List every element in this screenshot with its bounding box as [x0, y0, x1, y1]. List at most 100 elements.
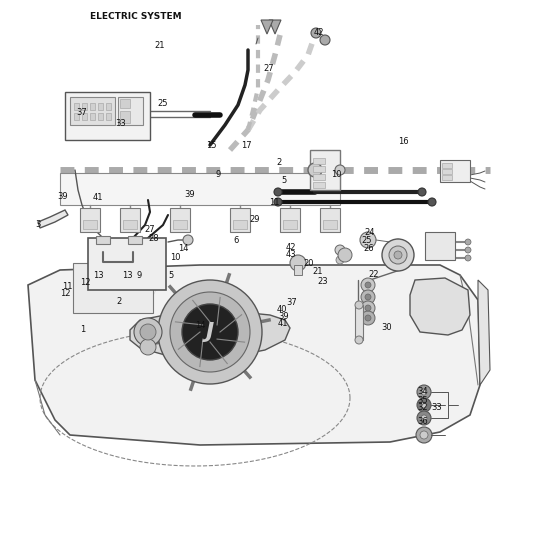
Bar — [60, 173, 340, 205]
Text: 21: 21 — [155, 41, 165, 50]
Bar — [313, 158, 325, 164]
Text: 33: 33 — [431, 403, 442, 412]
Bar — [233, 220, 247, 229]
Circle shape — [183, 235, 193, 245]
Circle shape — [320, 35, 330, 45]
Bar — [442, 169, 452, 174]
Bar — [65, 92, 150, 140]
Circle shape — [365, 315, 371, 321]
Bar — [442, 163, 452, 168]
Bar — [98, 113, 103, 120]
Circle shape — [274, 198, 282, 206]
Circle shape — [360, 232, 376, 248]
Text: 11: 11 — [62, 282, 72, 291]
Text: 13: 13 — [123, 271, 133, 280]
Bar — [355, 305, 363, 340]
Circle shape — [428, 198, 436, 206]
Text: 40: 40 — [277, 305, 287, 314]
Polygon shape — [410, 278, 470, 335]
Text: 35: 35 — [417, 396, 427, 405]
Circle shape — [361, 301, 375, 315]
Bar — [425, 232, 455, 260]
Bar — [90, 113, 95, 120]
Bar — [120, 111, 130, 123]
Text: 27: 27 — [145, 225, 155, 234]
Text: 37: 37 — [286, 298, 297, 307]
Text: 33: 33 — [115, 119, 126, 128]
Bar — [294, 265, 302, 275]
Circle shape — [416, 427, 432, 443]
Circle shape — [355, 336, 363, 344]
Text: 23: 23 — [318, 277, 328, 286]
Text: 1: 1 — [80, 325, 86, 334]
Bar — [82, 113, 87, 120]
Circle shape — [140, 324, 156, 340]
Bar — [280, 208, 300, 232]
Circle shape — [170, 292, 250, 372]
Circle shape — [361, 311, 375, 325]
Text: 34: 34 — [417, 388, 427, 396]
Text: ELECTRIC SYSTEM: ELECTRIC SYSTEM — [90, 12, 181, 21]
Circle shape — [365, 305, 371, 311]
Text: 10: 10 — [331, 170, 341, 179]
Bar — [80, 208, 100, 232]
Polygon shape — [261, 20, 273, 34]
Text: 29: 29 — [250, 215, 260, 224]
Circle shape — [338, 248, 352, 262]
Circle shape — [465, 247, 471, 253]
Circle shape — [394, 251, 402, 259]
Text: 10: 10 — [171, 253, 181, 262]
Circle shape — [421, 415, 427, 421]
Text: 5: 5 — [168, 271, 174, 280]
Bar — [82, 103, 87, 110]
Circle shape — [417, 398, 431, 412]
Circle shape — [134, 318, 162, 346]
Text: 13: 13 — [93, 271, 103, 280]
Bar — [90, 103, 95, 110]
Text: 9: 9 — [136, 271, 142, 280]
Text: 14: 14 — [178, 244, 188, 253]
Text: 2: 2 — [116, 297, 122, 306]
Circle shape — [274, 188, 282, 196]
Text: 30: 30 — [381, 323, 391, 332]
Circle shape — [421, 402, 427, 408]
Circle shape — [336, 256, 344, 264]
Bar — [442, 175, 452, 180]
Circle shape — [311, 28, 321, 38]
Circle shape — [365, 294, 371, 300]
Circle shape — [417, 385, 431, 399]
Text: 27: 27 — [264, 64, 274, 73]
Text: 12: 12 — [60, 289, 70, 298]
Circle shape — [140, 339, 156, 355]
Circle shape — [361, 290, 375, 304]
Circle shape — [421, 389, 427, 395]
Circle shape — [418, 188, 426, 196]
Polygon shape — [38, 210, 68, 228]
Bar — [173, 220, 187, 229]
Text: 28: 28 — [149, 234, 159, 242]
Bar — [310, 150, 340, 190]
Bar — [120, 99, 130, 108]
Text: 24: 24 — [365, 228, 375, 237]
Bar — [118, 97, 143, 125]
Bar — [128, 236, 142, 244]
Bar — [313, 166, 325, 172]
Text: 39: 39 — [278, 312, 288, 321]
Text: 25: 25 — [362, 236, 372, 245]
Polygon shape — [478, 280, 490, 385]
Text: 43: 43 — [286, 250, 296, 259]
Text: 25: 25 — [157, 99, 167, 108]
Text: 42: 42 — [286, 243, 296, 252]
Text: 20: 20 — [304, 259, 314, 268]
Text: 41: 41 — [278, 319, 288, 328]
Bar — [73, 263, 153, 313]
Bar — [83, 220, 97, 229]
Bar — [320, 208, 340, 232]
Circle shape — [335, 245, 345, 255]
Text: 42: 42 — [314, 28, 324, 37]
Bar — [313, 182, 325, 188]
Polygon shape — [269, 20, 281, 34]
Text: 17: 17 — [241, 141, 251, 150]
Bar — [74, 113, 79, 120]
Bar — [74, 103, 79, 110]
